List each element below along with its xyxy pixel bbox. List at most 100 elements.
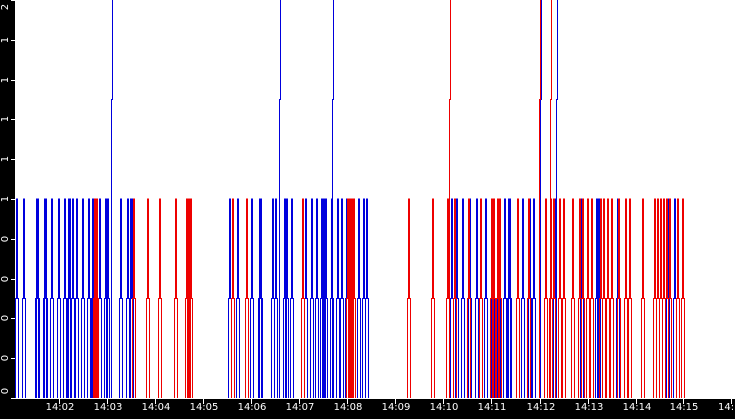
event-pulse [461,198,465,398]
event-pulse [365,198,369,398]
event-pulse [245,198,249,398]
event-pulse [290,198,294,398]
event-pulse [324,198,328,398]
event-pulse [610,198,614,398]
y-axis: 2 1 1 1 1 1 0 0 0 0 0 [0,0,15,400]
x-tick-label: 14:07 [285,402,315,413]
event-pulse [407,198,411,398]
y-tick-label: 0 [0,275,11,283]
x-axis-ticks [59,399,732,404]
peak-pulse [449,0,451,398]
event-pulse [119,198,123,398]
y-tick-label: 0 [0,354,11,362]
peak-pulse [279,0,281,398]
event-pulse [75,198,79,398]
y-tick-label: 1 [0,76,11,84]
event-pulse [479,198,483,398]
y-tick-label: 1 [0,36,11,44]
peak-pulse [111,0,113,398]
x-tick-label: 14:04 [141,402,171,413]
peak-pulse [556,0,558,398]
event-pulse [431,198,435,398]
event-pulse [641,198,645,398]
x-tick-label: 14:06 [237,402,267,413]
event-pulse [527,198,531,398]
event-pulse [340,198,344,398]
event-pulse [236,198,240,398]
event-pulse [50,198,54,398]
event-pulse [498,198,502,398]
event-pulse [544,198,548,398]
event-pulse [22,198,26,398]
event-pulse [285,198,289,398]
x-tick-label: 14:14 [622,402,652,413]
event-pulse [274,198,278,398]
y-tick-label: 1 [0,195,11,203]
event-pulse [231,198,235,398]
peak-pulse [332,0,334,398]
x-tick-label: 14:11 [477,402,507,413]
event-pulse [484,198,488,398]
x-tick-label: 14:09 [381,402,411,413]
event-pulse [336,198,340,398]
event-pulse [532,198,536,398]
y-tick-label: 2 [0,3,11,11]
x-tick-label: 14:13 [574,402,604,413]
event-pulse [259,198,263,398]
x-tick-label: 14:12 [526,402,556,413]
event-pulse [467,198,471,398]
event-pulse [158,198,162,398]
event-pulse [44,198,48,398]
x-tick-label: 14:02 [45,402,75,413]
x-tick-label: 14: [718,402,735,413]
y-tick-label: 0 [0,235,11,243]
peak-pulse [540,0,542,398]
event-pulse [352,198,356,398]
event-pulse [508,198,512,398]
event-pulse [87,198,91,398]
event-pulse [586,198,590,398]
event-pulse [63,198,67,398]
x-tick-label: 14:08 [333,402,363,413]
event-pulse [492,198,496,398]
event-pulse [628,198,632,398]
event-pulse [668,198,672,398]
event-pulse [36,198,40,398]
y-tick-label: 1 [0,115,11,123]
event-pulse [174,198,178,398]
event-pulse [552,198,556,398]
x-tick-label: 14:10 [429,402,459,413]
peak-pulse [550,0,552,398]
event-pulse [301,198,305,398]
event-pulse [681,198,685,398]
y-axis-ticks [11,0,15,399]
event-pulse [95,198,99,398]
event-pulse [606,198,610,398]
event-pulse [357,198,361,398]
event-pulse [581,198,585,398]
event-pulse [562,198,566,398]
event-pulse [590,198,594,398]
event-pulse [189,198,193,398]
event-pulse [315,198,319,398]
y-tick-label: 1 [0,155,11,163]
event-pulse [617,198,621,398]
event-pulse [310,198,314,398]
x-tick-label: 14:03 [93,402,123,413]
peak-pulse [539,0,541,398]
event-pulse [475,198,479,398]
event-pulse [132,198,136,398]
event-pulse [571,198,575,398]
event-pulse [57,198,61,398]
event-pulse [146,198,150,398]
event-pulse [503,198,507,398]
y-tick-label: 0 [0,387,11,395]
event-pulse [558,198,562,398]
event-pulse [71,198,75,398]
event-pulse [521,198,525,398]
x-tick-label: 14:05 [189,402,219,413]
event-pulse [15,198,19,398]
event-pulse [250,198,254,398]
